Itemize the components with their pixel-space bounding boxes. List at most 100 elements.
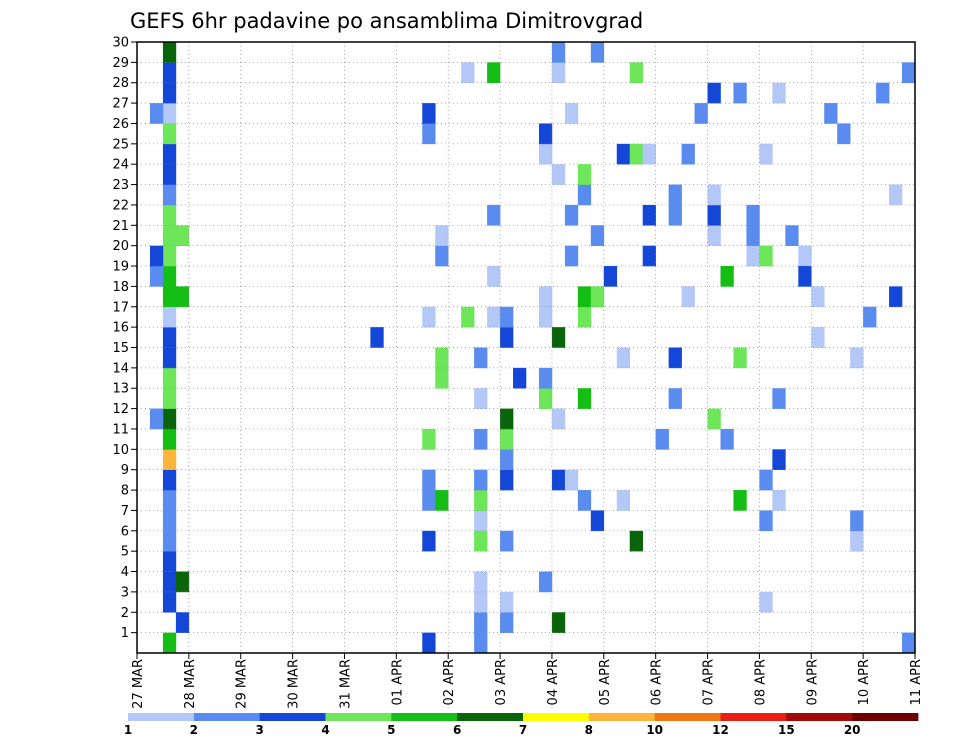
heatmap-cell-21 xyxy=(162,204,177,226)
y-tick-label: 26 xyxy=(112,117,129,132)
legend-swatch xyxy=(128,713,195,721)
heatmap-cell-78 xyxy=(538,571,553,593)
x-tick-label: 01 APR xyxy=(390,659,405,705)
heatmap-cell-33 xyxy=(149,245,164,267)
heatmap-cell-157 xyxy=(876,82,890,104)
legend-swatch xyxy=(852,713,919,721)
x-tick-label: 27 MAR xyxy=(131,659,146,709)
heatmap-cell-8 xyxy=(162,469,177,491)
y-tick-label: 5 xyxy=(121,545,129,560)
heatmap-cell-0 xyxy=(162,632,177,654)
heatmap-cell-25 xyxy=(162,123,177,145)
heatmap-cell-23 xyxy=(162,164,177,185)
heatmap-cell-83 xyxy=(538,143,553,165)
heatmap-cell-144 xyxy=(772,388,786,409)
heatmap-cell-128 xyxy=(707,408,721,430)
y-tick-label: 17 xyxy=(112,300,129,315)
heatmap-cell-68 xyxy=(500,612,514,633)
legend-swatch xyxy=(523,713,590,721)
heatmap-cell-16 xyxy=(162,306,177,328)
heatmap-cell-131 xyxy=(733,490,747,511)
heatmap-cell-10 xyxy=(162,428,177,450)
heatmap-cell-48 xyxy=(435,490,449,511)
heatmap-cell-104 xyxy=(590,225,605,246)
legend-swatch xyxy=(654,713,721,721)
heatmap-cell-14 xyxy=(162,347,177,369)
heatmap-cell-151 xyxy=(824,103,838,124)
heatmap-cell-85 xyxy=(551,408,566,430)
heatmap-cell-129 xyxy=(720,266,734,287)
y-tick-label: 23 xyxy=(112,178,129,193)
heatmap-cell-11 xyxy=(162,408,177,430)
x-tick-label: 10 APR xyxy=(857,659,872,705)
x-axis: 27 MAR 28 MAR 29 MAR 30 MAR 31 MAR 01 APR 02 A… xyxy=(131,653,924,709)
heatmap-cell-60 xyxy=(474,428,488,450)
y-tick-label: 29 xyxy=(112,56,129,71)
heatmap-cell-82 xyxy=(538,286,553,308)
legend-label: 1 xyxy=(124,723,132,737)
heatmap-cell-57 xyxy=(474,571,488,593)
y-tick-label: 18 xyxy=(112,280,129,295)
heatmap-cell-53 xyxy=(461,62,475,84)
heatmap-cell-117 xyxy=(668,388,682,409)
heatmap-cell-161 xyxy=(902,632,916,654)
heatmap-cell-126 xyxy=(707,82,721,104)
legend-swatch xyxy=(193,713,261,721)
heatmap-cell-69 xyxy=(500,591,514,613)
y-tick-label: 14 xyxy=(112,361,129,376)
y-tick-label: 28 xyxy=(112,76,129,91)
y-tick-label: 13 xyxy=(112,382,129,397)
heatmap-cell-114 xyxy=(642,204,656,226)
y-tick-label: 4 xyxy=(121,565,129,580)
heatmap-cell-112 xyxy=(629,62,643,84)
y-tick-label: 6 xyxy=(121,524,129,539)
y-tick-label: 9 xyxy=(121,463,129,478)
heatmap-cell-140 xyxy=(759,469,773,491)
heatmap-cell-39 xyxy=(422,530,436,552)
heatmap-cell-141 xyxy=(759,143,773,165)
y-tick-label: 11 xyxy=(112,422,129,437)
heatmap-cell-106 xyxy=(603,266,618,287)
x-tick-label: 04 APR xyxy=(546,659,561,705)
heatmap-cell-70 xyxy=(500,530,514,552)
heatmap-cell-148 xyxy=(798,266,812,287)
heatmap-cells xyxy=(149,42,916,654)
heatmap-cell-92 xyxy=(564,469,579,491)
heatmap-cell-88 xyxy=(551,42,566,63)
x-tick-label: 28 MAR xyxy=(183,659,198,709)
legend-swatch xyxy=(325,713,392,721)
heatmap-cell-29 xyxy=(162,42,177,63)
heatmap-cell-30 xyxy=(149,266,164,287)
heatmap-cell-160 xyxy=(902,62,916,84)
heatmap-cell-150 xyxy=(811,327,825,348)
heatmap-cell-143 xyxy=(772,449,786,470)
heatmap-cell-102 xyxy=(590,510,605,532)
y-tick-label: 3 xyxy=(121,585,129,600)
heatmap-cell-139 xyxy=(759,591,773,613)
heatmap-cell-120 xyxy=(668,184,682,206)
heatmap-cell-123 xyxy=(707,225,721,246)
heatmap-cell-45 xyxy=(422,103,436,124)
heatmap-cell-5 xyxy=(162,530,177,552)
legend-label: 20 xyxy=(844,723,861,737)
heatmap-cell-47 xyxy=(435,347,449,369)
y-tick-label: 24 xyxy=(112,158,129,173)
heatmap-cell-136 xyxy=(746,204,760,226)
legend-swatch xyxy=(720,713,787,721)
y-tick-label: 1 xyxy=(121,626,129,641)
x-tick-label: 05 APR xyxy=(598,659,613,705)
heatmap-cell-127 xyxy=(707,184,721,206)
x-tick-label: 09 APR xyxy=(805,659,820,705)
legend-label: 12 xyxy=(712,723,729,737)
legend-label: 5 xyxy=(387,723,395,737)
heatmap-cell-101 xyxy=(577,164,592,185)
heatmap-cell-119 xyxy=(668,204,682,226)
heatmap-cell-2 xyxy=(162,591,177,613)
heatmap-cell-125 xyxy=(694,103,708,124)
x-tick-label: 30 MAR xyxy=(287,659,302,709)
heatmap-cell-75 xyxy=(500,327,514,348)
heatmap-cell-51 xyxy=(474,510,488,532)
legend-label: 6 xyxy=(453,723,461,737)
heatmap-cell-54 xyxy=(474,530,488,552)
